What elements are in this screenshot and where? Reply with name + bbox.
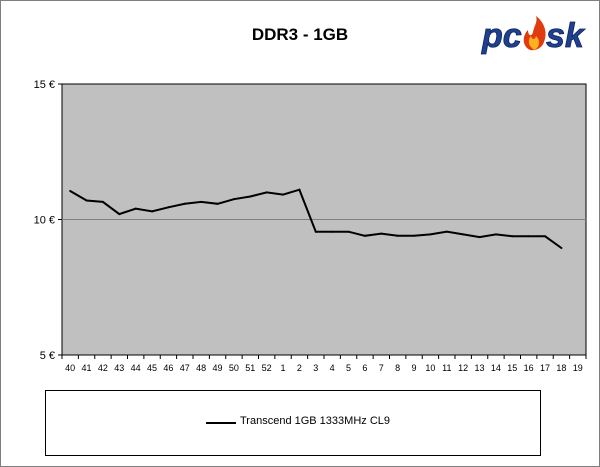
x-tick-label: 6: [362, 363, 367, 373]
data-point: [544, 235, 547, 238]
data-point: [347, 230, 350, 233]
pcask-logo: pc sk: [481, 16, 586, 55]
y-axis: 15 € 10 € 5 €: [34, 79, 62, 362]
x-tick-label: 4: [330, 363, 335, 373]
x-tick-label: 49: [213, 363, 223, 373]
x-axis: 40 41 42 43 44 45 46 47 48 49 50 51 52 1 2 3 4 5 6 7 8 9 10 11 1…: [61, 355, 587, 373]
data-point: [69, 190, 72, 193]
data-point: [265, 191, 268, 194]
x-tick-label: 46: [163, 363, 173, 373]
y-tick-label: 15 €: [34, 79, 55, 91]
data-point: [134, 207, 137, 210]
x-tick-label: 7: [379, 363, 384, 373]
svg-text:sk: sk: [546, 17, 586, 55]
y-tick-label: 10 €: [34, 215, 55, 227]
x-tick-label: 9: [412, 363, 417, 373]
svg-text:pc: pc: [481, 17, 522, 55]
data-point: [396, 234, 399, 237]
data-point: [462, 233, 465, 236]
data-point: [478, 236, 481, 239]
data-point: [445, 230, 448, 233]
data-point: [494, 233, 497, 236]
data-point: [282, 193, 285, 196]
x-tick-label: 17: [540, 363, 550, 373]
data-point: [200, 200, 203, 203]
data-point: [118, 213, 121, 216]
data-point: [298, 188, 301, 191]
x-tick-label: 12: [458, 363, 468, 373]
x-tick-label: 47: [180, 363, 190, 373]
x-tick-label: 43: [114, 363, 124, 373]
x-tick-label: 52: [262, 363, 272, 373]
data-point: [511, 235, 514, 238]
x-tick-label: 48: [196, 363, 206, 373]
x-tick-label: 8: [395, 363, 400, 373]
x-tick-label: 3: [313, 363, 318, 373]
data-point: [167, 206, 170, 209]
data-point: [314, 230, 317, 233]
data-point: [527, 235, 530, 238]
legend: Transcend 1GB 1333MHz CL9: [45, 390, 541, 456]
data-point: [101, 200, 104, 203]
chart-title: DDR3 - 1GB: [251, 25, 349, 44]
data-point: [413, 234, 416, 237]
x-tick-label: 19: [573, 363, 583, 373]
x-tick-label: 50: [229, 363, 239, 373]
data-point: [232, 198, 235, 201]
x-tick-label: 11: [442, 363, 451, 373]
x-tick-label: 42: [98, 363, 108, 373]
x-tick-label: 41: [82, 363, 92, 373]
data-point: [85, 199, 88, 202]
legend-label: Transcend 1GB 1333MHz CL9: [240, 415, 390, 427]
data-point: [249, 195, 252, 198]
x-tick-label: 16: [524, 363, 534, 373]
x-tick-label: 15: [507, 363, 517, 373]
x-tick-label: 1: [281, 363, 286, 373]
x-tick-label: 40: [65, 363, 75, 373]
legend-line-swatch: [206, 422, 236, 424]
x-tick-label: 2: [297, 363, 302, 373]
data-point: [380, 232, 383, 235]
y-tick-label: 5 €: [40, 350, 55, 362]
data-point: [183, 202, 186, 205]
data-point: [363, 234, 366, 237]
x-tick-label: 45: [147, 363, 157, 373]
x-tick-label: 10: [425, 363, 435, 373]
x-tick-label: 44: [131, 363, 141, 373]
x-tick-label: 13: [475, 363, 485, 373]
data-point: [560, 246, 563, 249]
x-tick-label: 51: [245, 363, 255, 373]
data-point: [216, 202, 219, 205]
x-tick-label: 18: [556, 363, 566, 373]
data-point: [429, 233, 432, 236]
x-tick-label: 14: [491, 363, 501, 373]
data-point: [151, 210, 154, 213]
data-point: [331, 230, 334, 233]
x-tick-label: 5: [346, 363, 351, 373]
